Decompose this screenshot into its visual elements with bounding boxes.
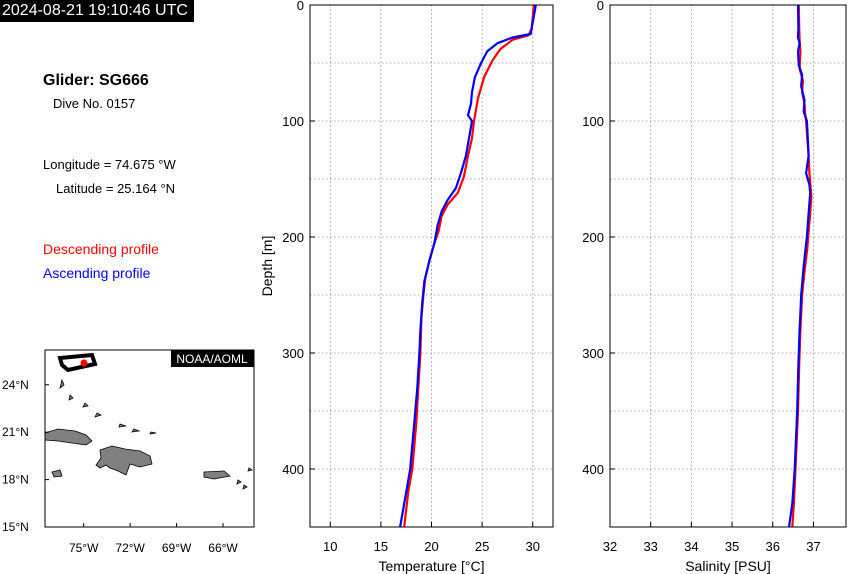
- latitude-readout: Latitude = 25.164 °N: [56, 181, 176, 196]
- x-axis-label: Temperature [°C]: [379, 558, 485, 574]
- map-lat-label: 15°N: [2, 520, 29, 534]
- y-tick-label: 100: [582, 114, 604, 129]
- y-tick-label: 300: [582, 346, 604, 361]
- map-ticks: 24°N 21°N 18°N 15°N 75°W 72°W 69°W 66°W: [2, 378, 238, 555]
- x-axis-label: Salinity [PSU]: [685, 558, 771, 574]
- y-tick-label: 0: [597, 0, 604, 13]
- x-tick-label: 10: [323, 539, 337, 554]
- ascending-profile-line: [399, 4, 537, 528]
- dive-number: Dive No. 0157: [53, 96, 136, 111]
- x-tick-label: 25: [475, 539, 489, 554]
- x-tick-label: 37: [806, 539, 820, 554]
- map-lon-label: 66°W: [208, 541, 238, 555]
- longitude-readout: Longitude = 74.675 °W: [43, 157, 176, 172]
- map-lat-label: 21°N: [2, 425, 29, 439]
- y-tick-label: 100: [282, 114, 304, 129]
- x-tick-label: 34: [684, 539, 698, 554]
- map-lon-label: 75°W: [69, 541, 99, 555]
- map-badge: NOAA/AOML: [176, 352, 248, 366]
- plot-frame: [609, 4, 847, 528]
- y-tick-label: 400: [282, 462, 304, 477]
- map-lon-label: 72°W: [115, 541, 145, 555]
- x-tick-label: 33: [643, 539, 657, 554]
- y-tick-label: 300: [282, 346, 304, 361]
- y-tick-label: 200: [282, 230, 304, 245]
- x-tick-label: 30: [526, 539, 540, 554]
- x-tick-label: 20: [424, 539, 438, 554]
- hispaniola-landmass: [95, 445, 153, 476]
- puerto-rico-landmass: [203, 470, 231, 480]
- map-landmasses: [44, 378, 253, 490]
- track-outline: [57, 352, 98, 373]
- bahamas-islands: [59, 378, 157, 435]
- map-lon-label: 69°W: [162, 541, 192, 555]
- y-tick-label: 200: [582, 230, 604, 245]
- glider-name: Glider: SG666: [43, 72, 149, 89]
- cuba-landmass: [44, 428, 93, 446]
- map-lat-label: 18°N: [2, 473, 29, 487]
- x-tick-label: 32: [603, 539, 617, 554]
- glider-position-marker: [80, 359, 88, 367]
- ascending-profile-line: [787, 4, 812, 528]
- x-tick-label: 15: [374, 539, 388, 554]
- jamaica-landmass: [51, 469, 63, 478]
- map-badge-bg: [171, 350, 254, 367]
- glider-track-overlay: [57, 352, 98, 373]
- y-axis-label: Depth [m]: [259, 236, 275, 297]
- x-tick-label: 35: [725, 539, 739, 554]
- legend-descending: Descending profile: [43, 241, 159, 257]
- salinity-chart: 32 33 34 35 36 37 0 100 200 300 400 Salinity [PSU]: [582, 0, 847, 574]
- lesser-antilles-islands: [236, 467, 253, 490]
- location-map: NOAA/AOML 24°N 21°N 18°N 15°N 75°W 72°W 69°W 66…: [2, 349, 255, 555]
- x-tick-label: 36: [766, 539, 780, 554]
- legend-ascending: Ascending profile: [43, 265, 151, 281]
- y-tick-label: 400: [582, 462, 604, 477]
- map-lat-label: 24°N: [2, 378, 29, 392]
- y-tick-label: 0: [297, 0, 304, 13]
- timestamp-label: 2024-08-21 19:10:46 UTC: [0, 0, 194, 22]
- descending-profile-line: [403, 4, 535, 528]
